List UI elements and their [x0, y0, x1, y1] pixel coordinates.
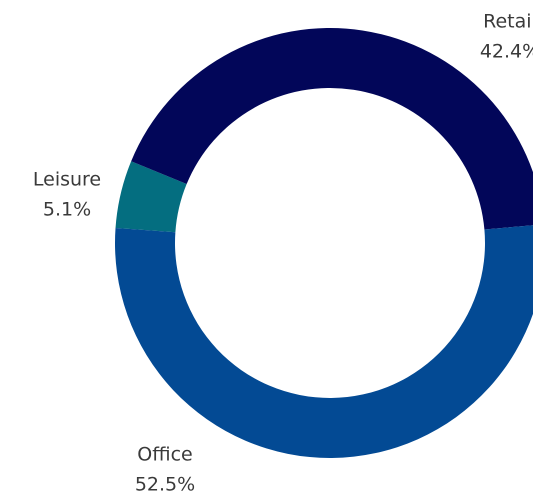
donut-segment — [131, 28, 533, 230]
segment-value-label: 52.5% — [135, 474, 195, 495]
donut-segment — [115, 225, 533, 458]
segment-label: Leisure — [33, 169, 101, 191]
segment-label: Office — [137, 444, 192, 466]
donut-segment — [115, 161, 187, 233]
segment-value-label: 42.4% — [480, 41, 533, 63]
segment-value-label: 5.1% — [43, 199, 91, 221]
segment-label: Retail — [483, 11, 533, 33]
